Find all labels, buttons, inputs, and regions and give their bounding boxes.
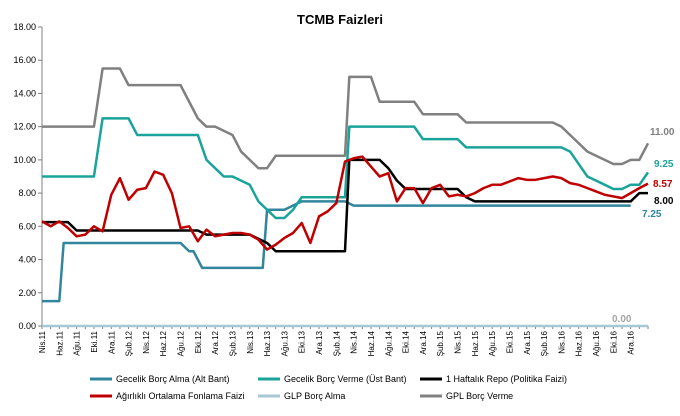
x-tick-label: Eki.12 [194,330,203,353]
x-tick-label: Eki.14 [402,330,411,353]
y-tick-label: 6.00 [18,221,36,231]
x-tick-label: Ağu.15 [488,330,497,356]
y-tick-label: 8.00 [18,188,36,198]
x-tick-label: Eki.11 [90,330,99,352]
x-tick-label: Ağu.14 [384,330,393,356]
x-tick-label: Ara.11 [107,330,116,354]
x-tick-label: Şub.13 [228,330,237,356]
x-tick-label: Nis.14 [350,330,359,353]
x-tick-label: Eki.16 [609,330,618,353]
x-tick-label: Ara.14 [419,330,428,354]
x-tick-label: Haz.12 [159,330,168,356]
series-line-5 [42,67,650,170]
x-tick-label: Haz.14 [367,330,376,356]
x-tick-label: Nis.16 [557,330,566,353]
x-tick-label: Nis.15 [454,330,463,353]
legend-label-4: GLP Borç Alma [284,391,345,401]
x-tick-label: Nis.12 [142,330,151,353]
x-tick-label: Ağu.13 [280,330,289,356]
x-tick-label: Eki.13 [298,330,307,353]
y-tick-label: 16.00 [13,55,36,65]
y-tick-label: 2.00 [18,288,36,298]
legend-label-1: Gecelik Borç Verme (Üst Bant) [284,374,407,384]
x-tick-label: Nis.11 [38,330,47,353]
x-tick-label: Haz.16 [575,330,584,356]
x-tick-label: Ara.12 [211,330,220,354]
y-tick-label: 10.00 [13,155,36,165]
chart-title: TCMB Faizleri [297,12,383,27]
x-tick-label: Haz.11 [55,330,64,355]
x-tick-label: Şub.15 [436,330,445,356]
legend: Gecelik Borç Alma (Alt Bant) Gecelik Borç… [90,374,567,401]
legend-label-2: 1 Haftalık Repo (Politika Faizi) [446,374,567,384]
x-tick-label: Ara.13 [315,330,324,354]
end-label-4: 0.00 [612,314,632,325]
x-tick-label: Şub.12 [125,330,134,356]
y-tick-label: 0.00 [18,321,36,331]
x-tick-label: Ara.16 [627,330,636,354]
legend-label-0: Gecelik Borç Alma (Alt Bant) [116,374,230,384]
series-line-0 [42,200,631,303]
end-label-5: 11.00 [650,127,675,138]
y-tick-label: 12.00 [13,122,36,132]
y-tick-label: 4.00 [18,255,36,265]
y-tick-label: 18.00 [13,22,36,32]
x-tick-label: Haz.15 [471,330,480,356]
x-tick-label: Ağu.16 [592,330,601,356]
y-tick-label: 14.00 [13,88,36,98]
x-tick-label: Nis.13 [246,330,255,353]
x-tick-label: Şub.14 [332,330,341,356]
x-tick-label: Şub.16 [540,330,549,356]
end-label-0: 7.25 [642,209,662,220]
series-line-3 [41,155,649,251]
end-label-2: 8.00 [654,196,674,207]
x-tick-label: Haz.13 [263,330,272,356]
y-axis: 0.00 2.00 4.00 6.00 8.00 10.00 12.00 14.00 16.00… [13,22,43,331]
x-tick-label: Eki.15 [505,330,514,353]
x-tick-label: Ağu.11 [73,330,82,355]
end-labels: 7.25 9.25 8.00 8.57 0.00 11.00 [612,127,675,325]
legend-label-3: Ağırlıklı Ortalama Fonlama Faizi [116,391,245,401]
end-label-3: 8.57 [653,179,673,190]
x-tick-label: Ara.15 [523,330,532,354]
legend-label-5: GPL Borç Verme [446,391,513,401]
series-layer [41,67,650,328]
x-tick-label: Ağu.12 [177,330,186,356]
end-label-1: 9.25 [654,159,674,170]
